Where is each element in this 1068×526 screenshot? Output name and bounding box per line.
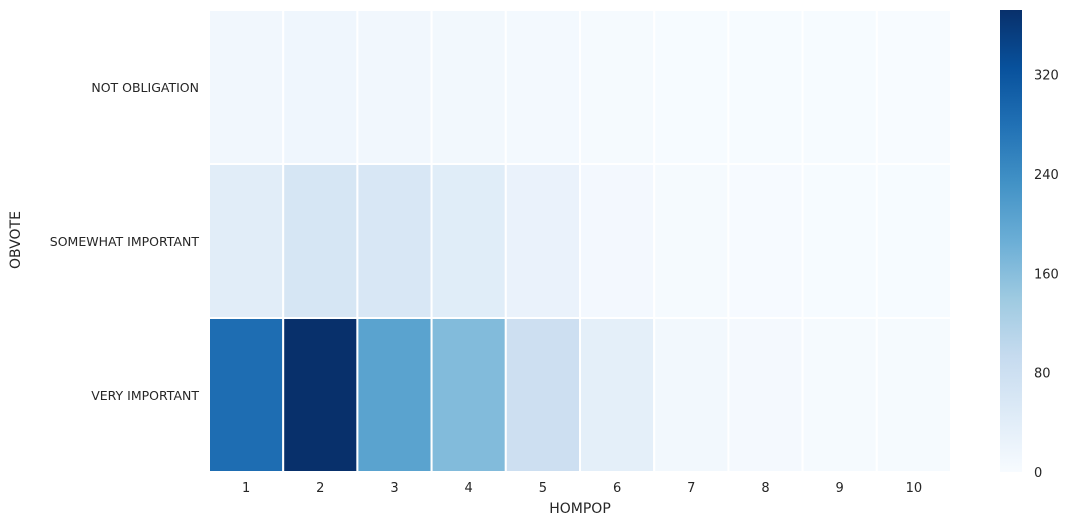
- x-tick-label: 1: [242, 481, 250, 496]
- x-tick-label: 5: [539, 481, 547, 496]
- colorbar-tick-label: 240: [1034, 168, 1059, 183]
- heatmap-cell: [727, 317, 804, 473]
- x-tick-label: 3: [390, 481, 398, 496]
- heatmap-cell: [282, 9, 359, 165]
- y-tick-label: NOT OBLIGATION: [91, 80, 199, 95]
- colorbar-tick-label: 0: [1034, 466, 1042, 481]
- heatmap-cell: [875, 317, 952, 473]
- heatmap-cell: [208, 163, 285, 319]
- x-tick-labels: 1 2 3 4 5 6 7 8 9 10: [242, 481, 922, 496]
- y-tick-label: SOMEWHAT IMPORTANT: [50, 234, 200, 249]
- x-tick-label: 7: [687, 481, 695, 496]
- heatmap-cell: [430, 317, 507, 473]
- colorbar-tick-label: 160: [1034, 267, 1059, 282]
- heatmap-cells: [208, 9, 952, 473]
- heatmap-cell: [579, 317, 656, 473]
- x-tick-label: 6: [613, 481, 621, 496]
- y-axis-label: OBVOTE: [8, 211, 24, 269]
- colorbar-tick-label: 320: [1034, 69, 1059, 84]
- y-tick-label: VERY IMPORTANT: [91, 388, 199, 403]
- heatmap-cell: [875, 163, 952, 319]
- heatmap-cell: [504, 317, 581, 473]
- heatmap-cell: [208, 317, 285, 473]
- heatmap-cell: [653, 317, 730, 473]
- heatmap-cell: [282, 163, 359, 319]
- heatmap-cell: [727, 9, 804, 165]
- heatmap-cell: [430, 9, 507, 165]
- heatmap-cell: [282, 317, 359, 473]
- heatmap-cell: [801, 163, 878, 319]
- heatmap-cell: [875, 9, 952, 165]
- heatmap-cell: [653, 9, 730, 165]
- x-tick-label: 4: [465, 481, 473, 496]
- heatmap-cell: [801, 9, 878, 165]
- colorbar: [1000, 10, 1022, 472]
- heatmap-cell: [653, 163, 730, 319]
- heatmap-cell: [801, 317, 878, 473]
- heatmap-cell: [579, 9, 656, 165]
- heatmap-cell: [208, 9, 285, 165]
- heatmap-cell: [504, 163, 581, 319]
- heatmap-cell: [579, 163, 656, 319]
- colorbar-tick-labels: 0 80 160 240 320: [1034, 69, 1059, 481]
- heatmap-cell: [727, 163, 804, 319]
- heatmap-cell: [356, 9, 433, 165]
- heatmap-cell: [430, 163, 507, 319]
- x-tick-label: 8: [761, 481, 769, 496]
- heatmap-cell: [356, 317, 433, 473]
- x-tick-label: 2: [316, 481, 324, 496]
- x-tick-label: 10: [906, 481, 923, 496]
- x-axis-label: HOMPOP: [549, 501, 611, 517]
- heatmap-cell: [504, 9, 581, 165]
- y-tick-labels: NOT OBLIGATION SOMEWHAT IMPORTANT VERY IMP…: [50, 80, 200, 403]
- colorbar-tick-label: 80: [1034, 367, 1051, 382]
- heatmap-cell: [356, 163, 433, 319]
- x-tick-label: 9: [836, 481, 844, 496]
